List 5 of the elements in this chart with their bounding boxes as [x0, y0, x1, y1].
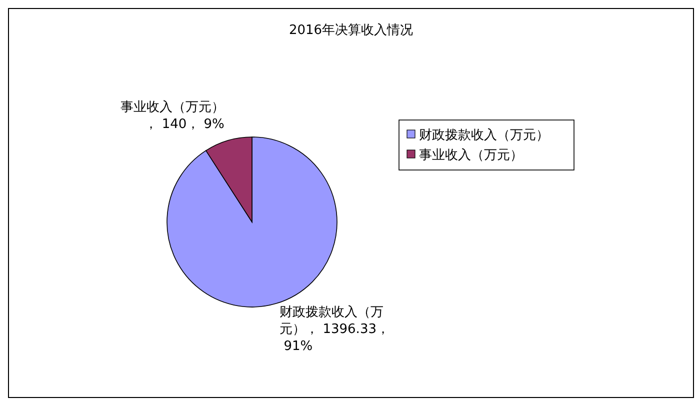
data-label: 事业收入（万元）， 140， 9%	[120, 100, 224, 132]
legend-label: 事业收入（万元）	[419, 148, 523, 163]
chart-title: 2016年决算收入情况	[288, 23, 414, 38]
data-label: 财政拨款收入（万元）， 1396.33， 91%	[280, 304, 390, 354]
legend-label: 财政拨款收入（万元）	[419, 128, 549, 143]
